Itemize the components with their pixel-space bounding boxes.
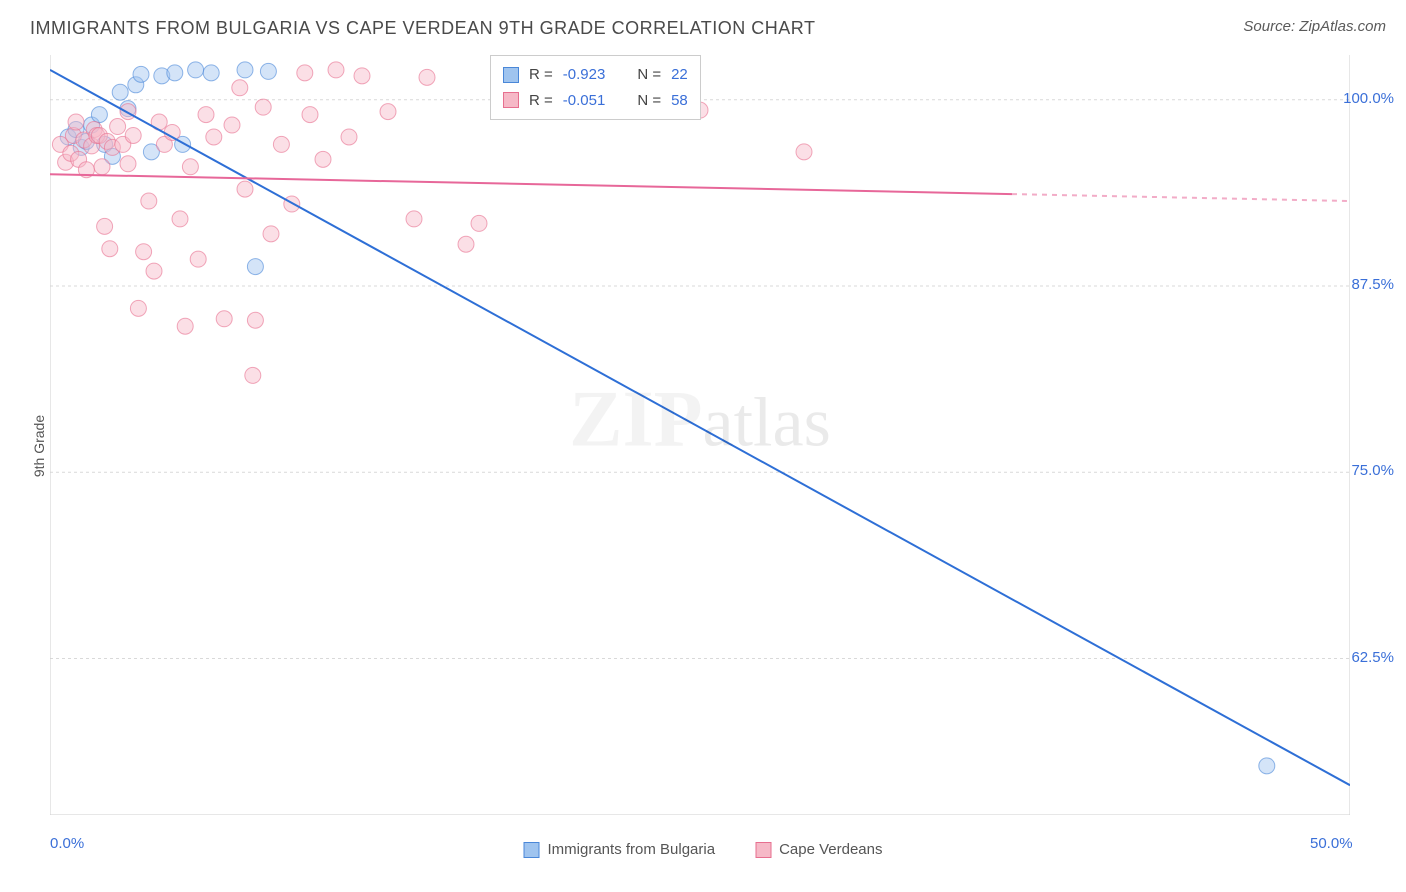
chart-plot-area: ZIPatlas xyxy=(50,55,1350,815)
source-link[interactable]: ZipAtlas.com xyxy=(1299,18,1386,35)
source-attribution: Source: ZipAtlas.com xyxy=(1243,18,1386,35)
series-legend-label: Cape Verdeans xyxy=(779,841,882,858)
legend-r-value: -0.923 xyxy=(563,62,606,88)
legend-r-label: R = xyxy=(529,62,553,88)
y-axis-label: 9th Grade xyxy=(31,415,47,477)
legend-n-value: 58 xyxy=(671,88,688,114)
series-legend-item: Cape Verdeans xyxy=(755,841,882,858)
chart-svg xyxy=(50,55,1350,815)
series-legend-item: Immigrants from Bulgaria xyxy=(524,841,716,858)
legend-n-label: N = xyxy=(637,88,661,114)
legend-n-label: N = xyxy=(637,62,661,88)
legend-row: R = -0.051 N = 58 xyxy=(503,88,688,114)
y-tick-label: 87.5% xyxy=(1351,276,1394,293)
y-tick-label: 75.0% xyxy=(1351,462,1394,479)
legend-row: R = -0.923 N = 22 xyxy=(503,62,688,88)
y-tick-label: 100.0% xyxy=(1343,90,1394,107)
legend-swatch xyxy=(503,67,519,83)
legend-swatch xyxy=(755,842,771,858)
chart-title: IMMIGRANTS FROM BULGARIA VS CAPE VERDEAN… xyxy=(30,18,815,39)
source-prefix: Source: xyxy=(1243,18,1299,35)
x-tick-label: 0.0% xyxy=(50,835,84,852)
y-tick-label: 62.5% xyxy=(1351,649,1394,666)
series-legend-label: Immigrants from Bulgaria xyxy=(548,841,716,858)
legend-swatch xyxy=(524,842,540,858)
legend-r-value: -0.051 xyxy=(563,88,606,114)
legend-n-value: 22 xyxy=(671,62,688,88)
series-legend: Immigrants from Bulgaria Cape Verdeans xyxy=(524,841,883,858)
x-tick-label: 50.0% xyxy=(1310,835,1353,852)
legend-swatch xyxy=(503,92,519,108)
correlation-legend: R = -0.923 N = 22 R = -0.051 N = 58 xyxy=(490,55,701,120)
legend-r-label: R = xyxy=(529,88,553,114)
